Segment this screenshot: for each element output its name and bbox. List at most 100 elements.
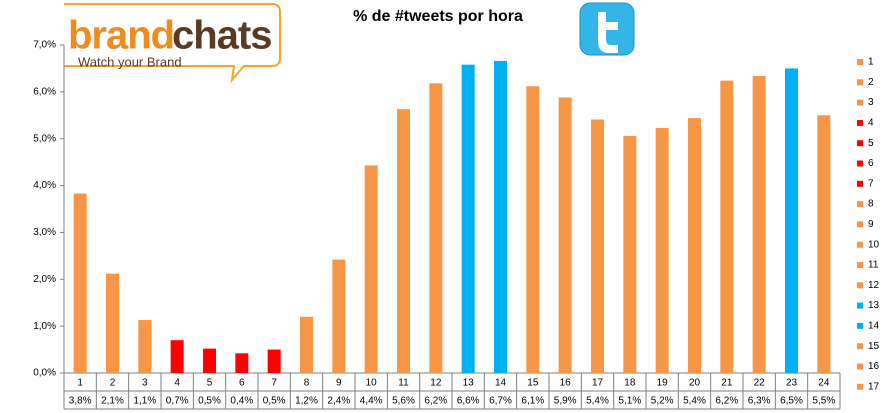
bar — [623, 135, 637, 373]
value-label: 1,2% — [295, 396, 318, 407]
legend-label: 9 — [868, 219, 874, 230]
bar — [461, 64, 475, 374]
x-tick-label: 13 — [463, 378, 475, 389]
value-label: 5,4% — [683, 396, 706, 407]
value-label: 0,5% — [198, 396, 221, 407]
bar — [235, 353, 249, 373]
legend-label: 10 — [868, 239, 880, 250]
x-tick-label: 17 — [592, 378, 604, 389]
legend-swatch — [857, 383, 863, 390]
logo-chats: chats — [172, 14, 272, 58]
legend-label: 14 — [868, 321, 880, 332]
y-tick-label: 7,0% — [33, 40, 56, 51]
bar — [106, 273, 119, 373]
value-label: 2,1% — [101, 396, 124, 407]
y-tick-label: 0,0% — [33, 368, 56, 379]
value-label: 5,1% — [618, 396, 641, 407]
bar — [364, 165, 378, 373]
legend-label: 17 — [868, 381, 880, 392]
value-label: 6,2% — [715, 396, 738, 407]
legend-swatch — [857, 140, 863, 147]
legend-label: 6 — [868, 158, 874, 169]
bar — [688, 118, 701, 374]
legend-label: 8 — [868, 199, 874, 210]
logo-brand: brand — [68, 14, 174, 58]
legend-label: 13 — [868, 300, 880, 311]
legend-label: 4 — [868, 118, 874, 129]
x-tick-label: 7 — [271, 378, 277, 389]
x-tick-label: 10 — [366, 378, 378, 389]
x-tick-label: 18 — [624, 378, 636, 389]
x-tick-label: 19 — [657, 378, 669, 389]
value-label: 0,5% — [263, 396, 286, 407]
value-label: 6,5% — [780, 396, 803, 407]
legend-swatch — [857, 180, 863, 187]
bar — [785, 68, 798, 373]
bar — [494, 60, 507, 373]
legend-swatch — [857, 363, 863, 370]
bar — [817, 115, 831, 374]
bar — [655, 127, 669, 374]
bar — [203, 348, 216, 373]
x-tick-label: 22 — [754, 378, 766, 389]
bar — [591, 119, 604, 373]
logo-tagline: Watch your Brand — [78, 54, 182, 69]
legend-swatch — [857, 221, 863, 228]
legend-swatch — [857, 302, 863, 309]
logo-bubble — [64, 3, 281, 84]
legend-label: 7 — [868, 178, 874, 189]
legend-swatch — [857, 201, 863, 208]
value-label: 3,8% — [69, 396, 92, 407]
x-tick-label: 23 — [786, 378, 798, 389]
value-label: 6,2% — [424, 396, 447, 407]
legend-swatch — [857, 119, 863, 126]
legend-swatch — [857, 99, 863, 106]
x-tick-label: 20 — [689, 378, 701, 389]
bar — [429, 83, 443, 374]
bar — [170, 340, 184, 373]
value-label: 5,5% — [812, 396, 835, 407]
x-tick-label: 6 — [239, 378, 245, 389]
y-tick-label: 4,0% — [33, 180, 56, 191]
legend-label: 1 — [868, 57, 874, 68]
x-tick-label: 3 — [142, 378, 148, 389]
value-label: 5,4% — [586, 396, 609, 407]
x-tick-label: 2 — [110, 378, 116, 389]
legend-swatch — [857, 160, 863, 167]
x-tick-label: 12 — [430, 378, 442, 389]
bar — [332, 259, 346, 373]
legend-label: 12 — [868, 280, 880, 291]
x-tick-label: 14 — [495, 378, 507, 389]
legend-swatch — [857, 262, 863, 268]
value-label: 2,4% — [327, 396, 350, 407]
value-label: 4,4% — [360, 396, 383, 407]
logo: brand chats Watch your Brand — [64, 3, 281, 84]
bar — [752, 75, 766, 373]
x-tick-label: 5 — [207, 378, 213, 389]
y-tick-label: 3,0% — [33, 227, 56, 238]
value-label: 5,6% — [392, 396, 415, 407]
y-tick-label: 2,0% — [33, 274, 56, 285]
value-label: 6,6% — [457, 396, 480, 407]
legend-label: 16 — [868, 361, 880, 372]
legend-swatch — [857, 343, 863, 350]
y-tick-label: 5,0% — [33, 133, 56, 144]
x-tick-label: 8 — [304, 378, 310, 389]
value-label: 5,9% — [554, 396, 577, 407]
value-label: 0,7% — [166, 396, 189, 407]
legend-swatch — [857, 79, 863, 86]
value-label: 5,2% — [651, 396, 674, 407]
bar — [267, 349, 281, 373]
value-label: 1,1% — [133, 396, 156, 407]
bar — [300, 316, 313, 373]
bar — [720, 80, 734, 374]
bar — [558, 97, 572, 373]
y-tick-label: 1,0% — [33, 321, 56, 332]
x-tick-label: 11 — [398, 378, 409, 389]
legend-label: 2 — [868, 77, 874, 88]
value-label: 6,3% — [748, 396, 771, 407]
legend-swatch — [857, 322, 863, 329]
value-label: 6,1% — [521, 396, 544, 407]
x-tick-label: 15 — [527, 378, 539, 389]
